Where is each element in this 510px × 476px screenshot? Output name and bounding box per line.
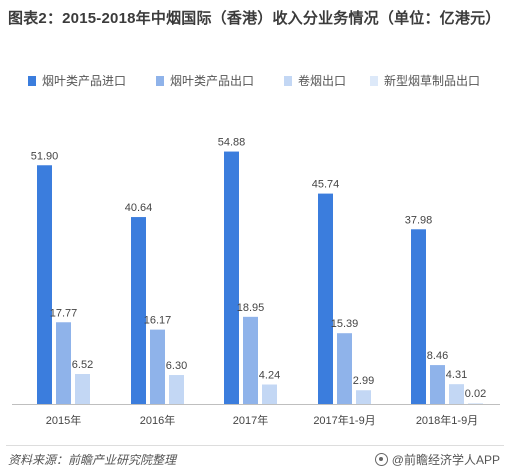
bar: [150, 329, 165, 404]
x-tick-label: 2016年: [140, 413, 175, 427]
bar-value-label: 17.77: [50, 307, 78, 319]
bar-value-label: 16.17: [144, 315, 172, 327]
bar-value-label: 15.39: [331, 318, 359, 330]
bar: [356, 390, 371, 404]
bar: [224, 151, 239, 404]
bar-value-label: 18.95: [237, 302, 265, 314]
bar: [262, 384, 277, 404]
x-tick-label: 2018年1-9月: [416, 413, 478, 427]
legend-label: 新型烟草制品出口: [384, 74, 481, 88]
brand-logo-icon: [374, 453, 388, 466]
legend-item-new-tobacco-export: 新型烟草制品出口: [370, 72, 480, 89]
bar: [169, 375, 184, 404]
bar: [337, 333, 352, 404]
bar-value-label: 45.74: [312, 179, 340, 191]
bar-value-label: 4.24: [259, 369, 280, 381]
bar-value-label: 2.99: [353, 375, 374, 387]
x-tick-label: 2015年: [46, 413, 81, 427]
bar: [56, 322, 71, 404]
bar-value-label: 40.64: [125, 202, 153, 214]
legend-swatch: [156, 75, 164, 86]
bar-value-label: 0.02: [465, 388, 486, 400]
chart-legend: 烟叶类产品进口 烟叶类产品出口 卷烟出口 新型烟草制品出口: [28, 72, 508, 92]
bar: [449, 384, 464, 404]
bar-value-label: 54.88: [218, 137, 246, 149]
footer-divider: [6, 445, 504, 446]
bar-value-label: 4.31: [446, 369, 467, 381]
legend-label: 卷烟出口: [298, 74, 347, 88]
legend-swatch: [284, 75, 292, 86]
brand-credit: @前瞻经济学人APP: [374, 451, 500, 468]
bar: [411, 229, 426, 404]
bar-value-label: 8.46: [427, 350, 448, 362]
chart-title: 图表2：2015-2018年中烟国际（香港）收入分业务情况（单位：亿港元）: [8, 10, 501, 27]
legend-label: 烟叶类产品进口: [42, 74, 127, 88]
legend-item-leaf-import: 烟叶类产品进口: [28, 72, 126, 89]
legend-label: 烟叶类产品出口: [170, 74, 255, 88]
bar-value-label: 51.90: [31, 150, 59, 162]
x-tick-label: 2017年: [233, 413, 268, 427]
bar-value-label: 6.52: [72, 359, 93, 371]
bar: [430, 365, 445, 404]
bar: [468, 403, 483, 404]
legend-swatch: [28, 75, 36, 86]
bar: [243, 316, 258, 404]
x-tick-label: 2017年1-9月: [313, 413, 375, 427]
bar: [318, 193, 333, 404]
legend-swatch: [370, 75, 378, 86]
bar: [37, 165, 52, 404]
legend-item-leaf-export: 烟叶类产品出口: [156, 72, 254, 89]
source-note: 资料来源：前瞻产业研究院整理: [8, 453, 177, 467]
bar-value-label: 6.30: [166, 360, 187, 372]
bar-value-label: 37.98: [405, 214, 433, 226]
bar: [131, 217, 146, 404]
bar: [75, 374, 90, 404]
legend-item-cigarette-export: 卷烟出口: [284, 72, 346, 89]
brand-credit-label: @前瞻经济学人APP: [391, 453, 500, 467]
